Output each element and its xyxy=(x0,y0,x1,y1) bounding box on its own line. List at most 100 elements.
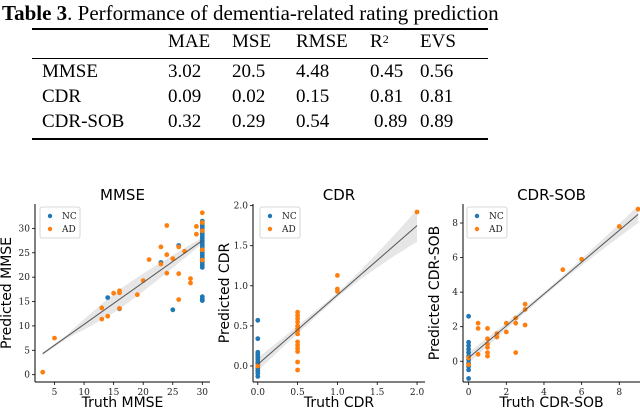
table-top-rule xyxy=(32,28,488,30)
data-point-nc xyxy=(105,295,111,300)
data-point-ad xyxy=(99,316,105,322)
table-row: CDR 0.09 0.02 0.15 0.81 0.81 xyxy=(32,86,488,108)
y-tick-label: 25 xyxy=(19,249,31,259)
data-point-ad xyxy=(199,228,205,234)
data-point-ad xyxy=(335,289,340,294)
legend-label-nc: NC xyxy=(489,212,504,222)
legend-label-nc: NC xyxy=(62,212,77,222)
series-ad xyxy=(255,209,420,373)
legend-marker-ad xyxy=(47,226,53,232)
series-nc xyxy=(255,317,261,379)
chart-mmse: MMSE 5 10 15 20 25 30 0 5 10 15 20 25 30 Truth MMSE Pre… xyxy=(0,186,210,410)
x-tick-label: 5 xyxy=(52,388,58,398)
y-tick-label: 1.0 xyxy=(234,282,249,292)
chart-cdr: CDR 0.0 0.5 1.0 1.5 2.0 0.0 0.5 1.0 1.5 2.0 Truth C… xyxy=(217,186,425,410)
cell-evs: 0.56 xyxy=(420,61,454,82)
data-point-ad xyxy=(194,231,199,237)
data-point-ad xyxy=(99,305,105,311)
data-point-ad xyxy=(199,247,205,253)
data-point-ad xyxy=(194,224,199,229)
caption-label: Table 3 xyxy=(2,1,68,25)
regression-line xyxy=(468,213,639,359)
data-point-nc xyxy=(466,367,471,373)
data-point-ad xyxy=(616,224,622,229)
data-point-ad xyxy=(513,350,519,355)
y-tick-label: 2 xyxy=(452,323,458,333)
y-axis-label: Predicted CDR-SOB xyxy=(427,226,443,360)
x-tick-label: 10 xyxy=(78,388,90,398)
y-tick-label: 0 xyxy=(24,371,30,381)
x-tick-label: 20 xyxy=(137,388,149,398)
legend: NC AD xyxy=(466,206,508,239)
cell-rmse: 4.48 xyxy=(296,61,330,82)
data-point-ad xyxy=(295,359,300,365)
data-point-ad xyxy=(335,273,340,278)
cell-evs: 0.89 xyxy=(420,111,454,132)
cell-mae: 3.02 xyxy=(168,61,202,82)
legend-label-nc: NC xyxy=(282,212,297,222)
data-point-nc xyxy=(255,317,261,323)
table-caption: Table 3. Performance of dementia-related… xyxy=(2,0,499,26)
data-point-ad xyxy=(255,363,261,369)
cell-mse: 0.29 xyxy=(232,111,266,132)
y-tick-label: 15 xyxy=(19,298,31,308)
x-tick-label: 2 xyxy=(503,388,509,398)
data-point-ad xyxy=(494,334,500,340)
data-point-ad xyxy=(503,329,509,335)
data-point-ad xyxy=(475,351,481,357)
legend-label-ad: AD xyxy=(488,225,503,235)
data-point-ad xyxy=(199,210,205,216)
legend-marker-ad xyxy=(474,226,480,232)
data-point-ad xyxy=(176,271,182,277)
y-tick-label: 0.5 xyxy=(234,322,249,332)
data-point-ad xyxy=(111,290,116,296)
r2-superscript: 2 xyxy=(382,32,389,46)
x-tick-label: 1.5 xyxy=(370,388,385,398)
data-point-ad xyxy=(188,280,193,286)
cell-mse: 20.5 xyxy=(232,61,266,82)
data-point-ad xyxy=(158,261,164,267)
chart-cdr-sob: CDR-SOB 0 2 4 6 8 0 2 4 6 8 Truth CDR-SOB Predicted … xyxy=(427,186,640,410)
data-point-ad xyxy=(52,335,57,341)
y-tick-label: 1.5 xyxy=(234,242,249,252)
data-point-ad xyxy=(164,252,170,258)
series-nc xyxy=(466,313,471,381)
row-label: CDR xyxy=(42,86,82,107)
col-header-mse: MSE xyxy=(232,31,272,52)
cell-mse: 0.02 xyxy=(232,86,266,107)
series-ad xyxy=(40,210,205,375)
regression-line xyxy=(42,240,203,355)
cell-r2: 0.45 xyxy=(370,61,404,82)
x-tick-label: 4 xyxy=(541,388,547,398)
chart-title: CDR-SOB xyxy=(517,186,586,204)
table-row: MMSE 3.02 20.5 4.48 0.45 0.56 xyxy=(32,61,488,83)
legend-label-ad: AD xyxy=(61,225,76,235)
cell-rmse: 0.15 xyxy=(296,86,330,107)
data-point-ad xyxy=(164,223,170,228)
data-point-ad xyxy=(176,244,182,250)
data-point-ad xyxy=(522,322,528,328)
y-tick-label: 8 xyxy=(452,219,458,229)
data-point-ad xyxy=(170,256,176,261)
cell-r2: 0.81 xyxy=(370,86,404,107)
cell-rmse: 0.54 xyxy=(296,111,330,132)
regression-line xyxy=(257,225,418,365)
col-header-evs: EVS xyxy=(420,31,456,52)
cell-mae: 0.32 xyxy=(168,111,202,132)
x-axis-label: Truth CDR xyxy=(303,395,374,410)
confidence-band xyxy=(42,237,203,356)
data-point-ad xyxy=(485,350,490,355)
y-tick-label: 2.0 xyxy=(234,202,249,212)
legend: NC AD xyxy=(259,206,301,239)
x-tick-label: 6 xyxy=(579,388,585,398)
legend-marker-nc xyxy=(267,213,273,219)
data-point-ad xyxy=(295,349,300,354)
col-header-r2: R2 xyxy=(370,31,389,53)
data-point-ad xyxy=(579,256,584,262)
y-tick-label: 0.0 xyxy=(234,362,249,372)
chart-title: CDR xyxy=(323,186,355,204)
data-point-ad xyxy=(485,336,490,342)
data-point-ad xyxy=(475,320,481,326)
legend: NC AD xyxy=(39,206,81,239)
data-point-ad xyxy=(164,270,170,276)
